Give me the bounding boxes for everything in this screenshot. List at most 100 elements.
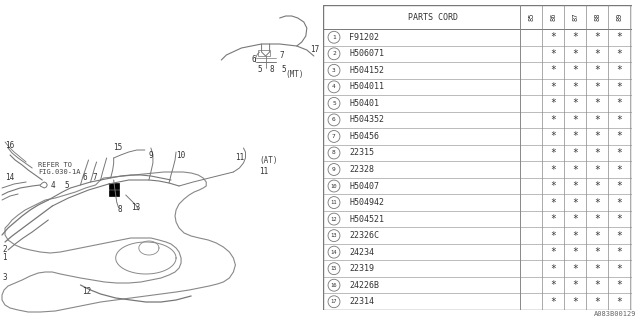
Text: *: * <box>550 49 556 59</box>
Text: *: * <box>616 264 622 274</box>
Text: 89: 89 <box>616 13 622 21</box>
Text: *: * <box>594 214 600 224</box>
Text: 85: 85 <box>528 13 534 21</box>
Text: *: * <box>594 197 600 208</box>
Text: *: * <box>550 82 556 92</box>
Text: 17: 17 <box>310 45 319 54</box>
Text: *: * <box>550 164 556 174</box>
Text: *: * <box>550 247 556 257</box>
Text: 22319: 22319 <box>349 264 374 273</box>
Text: *: * <box>550 115 556 125</box>
Text: *: * <box>572 132 578 141</box>
Text: 12: 12 <box>331 217 337 221</box>
Text: *: * <box>572 164 578 174</box>
Text: *: * <box>616 231 622 241</box>
Bar <box>109 190 118 196</box>
Text: *: * <box>550 132 556 141</box>
Text: 5: 5 <box>257 66 262 75</box>
Text: 11: 11 <box>260 167 269 177</box>
Text: 5: 5 <box>282 66 286 75</box>
Text: *: * <box>550 98 556 108</box>
Text: 12: 12 <box>83 287 92 297</box>
Text: F91202: F91202 <box>349 33 379 42</box>
Text: H50401: H50401 <box>349 99 379 108</box>
Text: *: * <box>616 49 622 59</box>
Text: *: * <box>594 32 600 42</box>
Text: *: * <box>572 115 578 125</box>
Text: H506071: H506071 <box>349 49 384 58</box>
Text: A083B00129: A083B00129 <box>595 311 637 317</box>
Text: PARTS CORD: PARTS CORD <box>408 12 458 21</box>
Text: *: * <box>616 247 622 257</box>
Bar <box>257 50 269 56</box>
Text: *: * <box>616 65 622 75</box>
Text: 13: 13 <box>131 203 140 212</box>
Text: *: * <box>594 115 600 125</box>
Text: 9: 9 <box>149 150 154 159</box>
Text: 7: 7 <box>93 173 97 182</box>
Text: 8: 8 <box>118 205 122 214</box>
Text: 8: 8 <box>332 150 336 156</box>
Text: H50456: H50456 <box>349 132 379 141</box>
Text: *: * <box>616 181 622 191</box>
Text: 17: 17 <box>331 299 337 304</box>
Text: 6: 6 <box>332 117 336 123</box>
Text: *: * <box>594 181 600 191</box>
Text: *: * <box>572 231 578 241</box>
Text: *: * <box>572 247 578 257</box>
Text: H504352: H504352 <box>349 116 384 124</box>
Text: *: * <box>572 82 578 92</box>
Text: 3: 3 <box>2 274 6 283</box>
Text: *: * <box>616 280 622 290</box>
Text: 1: 1 <box>2 253 6 262</box>
Text: 1: 1 <box>332 35 336 40</box>
Text: H504152: H504152 <box>349 66 384 75</box>
Text: 4: 4 <box>332 84 336 89</box>
Text: H50407: H50407 <box>349 181 379 190</box>
Text: *: * <box>594 132 600 141</box>
Text: *: * <box>594 98 600 108</box>
Text: *: * <box>616 115 622 125</box>
Text: 5: 5 <box>332 101 336 106</box>
Text: 22315: 22315 <box>349 148 374 157</box>
Text: 11: 11 <box>331 200 337 205</box>
Text: *: * <box>594 264 600 274</box>
Text: *: * <box>550 65 556 75</box>
Text: *: * <box>616 214 622 224</box>
Text: 8: 8 <box>269 66 274 75</box>
Text: *: * <box>572 197 578 208</box>
Text: 16: 16 <box>331 283 337 288</box>
Text: *: * <box>594 65 600 75</box>
Text: *: * <box>572 280 578 290</box>
Text: 10: 10 <box>331 184 337 188</box>
Text: 24226B: 24226B <box>349 281 379 290</box>
Text: 88: 88 <box>594 13 600 21</box>
Text: 22326C: 22326C <box>349 231 379 240</box>
Text: *: * <box>594 148 600 158</box>
Text: *: * <box>550 181 556 191</box>
Text: (AT): (AT) <box>260 156 278 164</box>
Bar <box>109 183 118 189</box>
Text: 24234: 24234 <box>349 248 374 257</box>
Text: *: * <box>550 197 556 208</box>
Text: *: * <box>616 32 622 42</box>
Text: *: * <box>594 280 600 290</box>
Text: 16: 16 <box>5 140 14 149</box>
Text: *: * <box>594 49 600 59</box>
Text: *: * <box>550 264 556 274</box>
Text: 11: 11 <box>236 154 244 163</box>
Text: *: * <box>594 231 600 241</box>
Text: *: * <box>572 32 578 42</box>
Text: *: * <box>572 49 578 59</box>
Text: *: * <box>550 297 556 307</box>
Text: 3: 3 <box>332 68 336 73</box>
Text: (MT): (MT) <box>285 69 304 78</box>
Text: 14: 14 <box>331 250 337 255</box>
Text: *: * <box>594 164 600 174</box>
Text: *: * <box>616 132 622 141</box>
Text: H504011: H504011 <box>349 82 384 91</box>
Text: 86: 86 <box>550 13 556 21</box>
Text: *: * <box>616 148 622 158</box>
Text: REFER TO: REFER TO <box>38 162 72 168</box>
Text: *: * <box>616 82 622 92</box>
